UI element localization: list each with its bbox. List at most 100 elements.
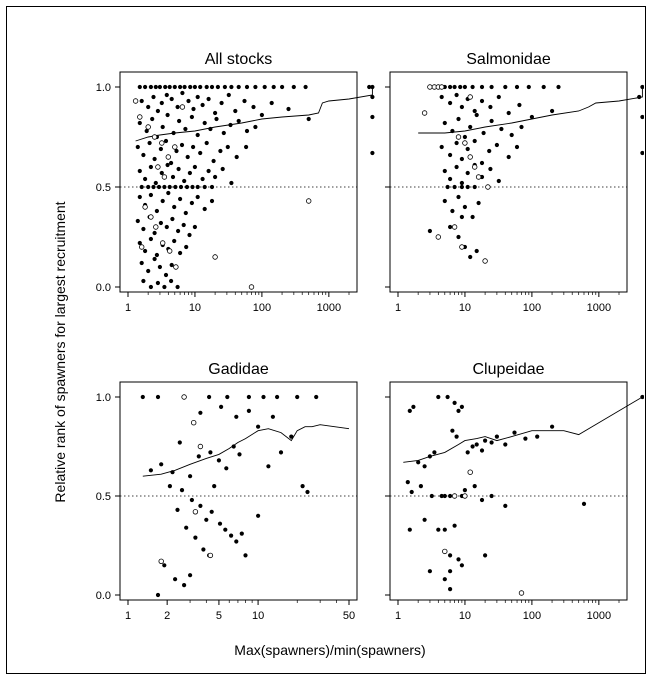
gadidae-filled-point xyxy=(201,547,206,552)
gadidae-filled-point xyxy=(289,434,294,439)
all-stocks-filled-point xyxy=(179,142,185,148)
all-stocks-filled-point xyxy=(204,84,209,90)
gadidae-filled-point xyxy=(155,592,161,598)
clupeidae-filled-point xyxy=(454,434,459,439)
all-stocks-open-point xyxy=(153,224,159,230)
all-stocks-filled-point xyxy=(200,176,205,182)
clupeidae-filled-point xyxy=(427,569,432,574)
salmonidae-filled-point xyxy=(456,234,461,240)
all-stocks-filled-point xyxy=(148,164,153,170)
clupeidae-filled-point xyxy=(640,394,645,400)
clupeidae-open-point xyxy=(451,493,458,499)
all-stocks-filled-point xyxy=(157,264,162,270)
all-stocks-open-point xyxy=(159,140,165,146)
all-stocks-filled-point xyxy=(370,84,375,90)
all-stocks-filled-point xyxy=(192,164,197,170)
gadidae-filled-point xyxy=(209,509,214,514)
gadidae-filled-point xyxy=(224,466,229,471)
salmonidae-open-point xyxy=(459,244,465,250)
all-stocks-filled-point xyxy=(167,84,172,90)
all-stocks-y-tick-label: 0.5 xyxy=(96,182,111,194)
all-stocks-filled-point xyxy=(215,84,220,90)
all-stocks-filled-point xyxy=(229,180,234,186)
salmonidae-filled-point xyxy=(445,184,450,190)
gadidae-filled-point xyxy=(196,454,201,459)
clupeidae-filled-point xyxy=(409,489,414,495)
gadidae-filled-point xyxy=(208,450,213,455)
all-stocks-filled-point xyxy=(163,84,168,90)
all-stocks-filled-point xyxy=(137,120,142,126)
all-stocks-filled-point xyxy=(234,154,239,160)
all-stocks-filled-point xyxy=(185,154,190,160)
all-stocks-filled-point xyxy=(253,124,258,130)
salmonidae-filled-point xyxy=(439,144,444,150)
salmonidae-filled-point xyxy=(496,94,501,100)
all-stocks-filled-point xyxy=(188,84,193,90)
clupeidae-open-point xyxy=(518,590,525,596)
all-stocks-filled-point xyxy=(174,148,179,154)
all-stocks-filled-point xyxy=(236,84,241,90)
gadidae-filled-point xyxy=(234,539,239,544)
chart-panels: All stocks 0.0 0.5 1.0 1 10 100 1000 Salmonidae 1… xyxy=(96,51,645,622)
all-stocks-filled-point xyxy=(208,126,213,132)
gadidae-filled-point xyxy=(256,513,261,518)
all-stocks-filled-point xyxy=(186,98,191,104)
gadidae-filled-point xyxy=(275,394,280,400)
salmonidae-filled-point xyxy=(526,84,531,90)
all-stocks-filled-point xyxy=(153,180,158,186)
all-stocks-filled-point xyxy=(191,106,196,112)
all-stocks-filled-point xyxy=(141,152,146,158)
gadidae-open-point xyxy=(192,509,199,515)
gadidae-x-tick-label: 5 xyxy=(216,610,222,622)
salmonidae-filled-point xyxy=(488,104,493,110)
all-stocks-filled-point xyxy=(169,262,174,268)
clupeidae-x-tick-label: 10 xyxy=(459,610,471,622)
all-stocks-open-point xyxy=(155,164,161,170)
all-stocks-filled-point xyxy=(147,140,152,146)
salmonidae-filled-point xyxy=(448,152,453,158)
salmonidae-open-point xyxy=(467,154,473,160)
clupeidae-filled-point xyxy=(472,484,477,489)
gadidae-filled-point xyxy=(229,533,234,538)
all-stocks-filled-point xyxy=(229,84,234,90)
all-stocks-filled-point xyxy=(150,116,155,122)
all-stocks-filled-point xyxy=(169,160,174,166)
clupeidae-filled-point xyxy=(483,553,488,558)
all-stocks-filled-point xyxy=(160,198,165,204)
all-stocks-filled-point xyxy=(306,116,311,122)
all-stocks-filled-point xyxy=(244,84,250,90)
clupeidae-panel: Clupeidae 1 10 100 1000 xyxy=(385,361,645,622)
all-stocks-open-point xyxy=(151,134,158,140)
all-stocks-filled-point xyxy=(291,84,296,90)
gadidae-filled-point xyxy=(182,583,187,588)
clupeidae-filled-point xyxy=(452,523,457,528)
clupeidae-filled-point xyxy=(432,450,437,455)
clupeidae-filled-point xyxy=(535,434,540,439)
gadidae-filled-point xyxy=(216,458,221,463)
clupeidae-filled-point xyxy=(445,394,450,400)
all-stocks-x-tick-label: 1 xyxy=(125,302,131,314)
gadidae-panel: Gadidae 0.0 0.5 1.0 1 2 5 10 50 xyxy=(96,361,358,622)
clupeidae-filled-point xyxy=(436,394,441,400)
gadidae-filled-point xyxy=(246,394,251,400)
clupeidae-filled-point xyxy=(470,444,475,449)
all-stocks-filled-point xyxy=(221,130,226,136)
gadidae-title: Gadidae xyxy=(208,361,269,378)
salmonidae-filled-point xyxy=(427,228,432,234)
salmonidae-filled-point xyxy=(448,84,453,90)
all-stocks-filled-point xyxy=(280,84,285,90)
all-stocks-filled-point xyxy=(286,106,291,112)
salmonidae-open-point xyxy=(435,234,441,240)
all-stocks-filled-point xyxy=(370,114,375,120)
gadidae-filled-point xyxy=(177,440,182,445)
all-stocks-filled-point xyxy=(202,184,207,190)
clupeidae-filled-point xyxy=(452,400,457,405)
all-stocks-filled-point xyxy=(228,122,233,128)
clupeidae-filled-point xyxy=(416,460,421,465)
all-stocks-filled-point xyxy=(153,84,158,90)
all-stocks-filled-point xyxy=(171,130,176,136)
all-stocks-filled-point xyxy=(169,278,174,284)
salmonidae-title: Salmonidae xyxy=(466,51,551,68)
gadidae-x-tick-label: 10 xyxy=(252,610,264,622)
gadidae-filled-point xyxy=(314,394,319,400)
